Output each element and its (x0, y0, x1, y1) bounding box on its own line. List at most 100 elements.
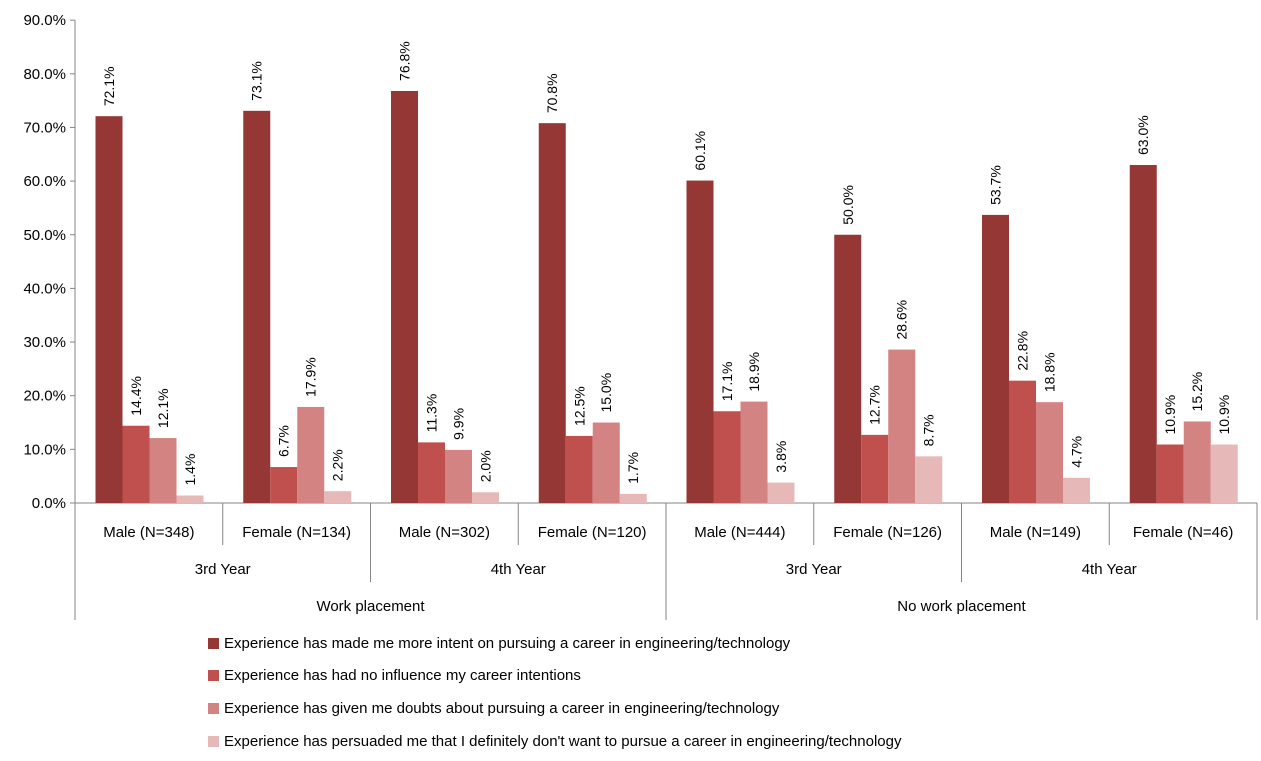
data-label: 1.4% (182, 454, 198, 486)
bar (713, 411, 741, 503)
bar (1129, 165, 1157, 503)
bar (391, 90, 418, 503)
year-label: 4th Year (1082, 561, 1137, 578)
bar (445, 449, 472, 503)
bar (95, 116, 123, 503)
data-label: 8.7% (921, 414, 937, 446)
y-tick-label: 70.0% (23, 119, 66, 136)
y-tick-label: 50.0% (23, 227, 66, 244)
bar (243, 110, 271, 504)
bar (767, 482, 795, 503)
data-label: 18.9% (746, 352, 762, 392)
data-label: 18.8% (1042, 352, 1058, 392)
category-label: Male (N=149) (990, 524, 1081, 541)
legend-label: Experience has had no influence my caree… (224, 667, 581, 685)
data-label: 28.6% (894, 300, 910, 340)
data-label: 60.1% (692, 131, 708, 171)
data-label: 3.8% (773, 441, 789, 473)
data-label: 15.2% (1189, 372, 1205, 412)
legend-swatch (208, 670, 219, 682)
data-label: 4.7% (1069, 436, 1085, 468)
bar (472, 492, 499, 503)
y-tick-label: 80.0% (23, 66, 66, 83)
data-label: 12.7% (867, 385, 883, 425)
y-tick-label: 40.0% (23, 280, 66, 297)
bar (122, 425, 150, 503)
data-label: 12.5% (571, 386, 587, 426)
data-label: 10.9% (1162, 395, 1178, 435)
data-label: 70.8% (544, 73, 560, 113)
bar (297, 406, 325, 503)
data-label: 17.1% (719, 362, 735, 402)
bar (982, 214, 1009, 503)
bar (888, 349, 916, 503)
data-label: 72.1% (101, 66, 117, 106)
bar (592, 422, 620, 503)
y-tick-label: 30.0% (23, 334, 66, 351)
data-label: 14.4% (128, 376, 144, 416)
legend: Experience has made me more intent on pu… (208, 630, 901, 761)
data-label: 2.0% (478, 450, 494, 482)
group-label: No work placement (897, 598, 1026, 615)
group-label: Work placement (316, 598, 425, 615)
data-label: 50.0% (840, 185, 856, 225)
category-label: Male (N=444) (694, 524, 785, 541)
data-label: 2.2% (330, 449, 346, 481)
bar (619, 493, 647, 503)
bar (1210, 444, 1238, 503)
bar (1183, 421, 1211, 503)
data-label: 9.9% (451, 408, 467, 440)
legend-item: Experience has persuaded me that I defin… (208, 728, 901, 754)
y-tick-label: 60.0% (23, 173, 66, 190)
legend-item: Experience has had no influence my caree… (208, 663, 901, 689)
data-label: 1.7% (625, 452, 641, 484)
bar (176, 495, 204, 503)
data-label: 22.8% (1015, 331, 1031, 371)
bar (915, 456, 943, 503)
bar (565, 435, 593, 503)
bar (538, 123, 566, 504)
bar (149, 438, 177, 503)
bar (861, 434, 889, 503)
legend-item: Experience has given me doubts about pur… (208, 695, 901, 721)
bar (1036, 402, 1063, 503)
year-label: 3rd Year (786, 561, 842, 578)
bar (1156, 444, 1184, 503)
data-label: 12.1% (155, 388, 171, 428)
year-label: 4th Year (491, 561, 546, 578)
year-label: 3rd Year (195, 561, 251, 578)
legend-swatch (208, 702, 219, 714)
data-label: 76.8% (397, 41, 413, 81)
y-tick-label: 20.0% (23, 388, 66, 405)
bar (834, 234, 862, 503)
data-label: 10.9% (1216, 395, 1232, 435)
legend-label: Experience has made me more intent on pu… (224, 634, 791, 652)
bar (686, 180, 714, 503)
data-label: 63.0% (1135, 115, 1151, 155)
bar (740, 401, 768, 503)
category-label: Female (N=134) (242, 524, 351, 541)
bar (1009, 380, 1036, 503)
legend-swatch (208, 637, 219, 649)
data-label: 53.7% (988, 165, 1004, 205)
category-label: Female (N=126) (833, 524, 942, 541)
category-label: Female (N=120) (538, 524, 647, 541)
data-label: 73.1% (249, 61, 265, 101)
legend-label: Experience has given me doubts about pur… (224, 699, 780, 717)
legend-label: Experience has persuaded me that I defin… (224, 732, 902, 750)
legend-swatch (208, 735, 219, 747)
bar (418, 442, 445, 503)
y-tick-label: 0.0% (32, 495, 66, 512)
bar (324, 491, 352, 503)
data-label: 15.0% (598, 373, 614, 413)
chart: 0.0% 10.0% 20.0% 30.0% 40.0% 50.0% 60.0% 70.0% 8… (23, 12, 1258, 620)
bar (270, 467, 298, 503)
category-label: Male (N=348) (103, 524, 194, 541)
data-label: 17.9% (303, 357, 319, 397)
data-label: 6.7% (276, 425, 292, 457)
data-label: 11.3% (424, 394, 440, 433)
category-label: Female (N=46) (1133, 524, 1233, 541)
y-tick-label: 10.0% (23, 441, 66, 458)
legend-item: Experience has made me more intent on pu… (208, 630, 901, 656)
bar (1063, 477, 1090, 503)
